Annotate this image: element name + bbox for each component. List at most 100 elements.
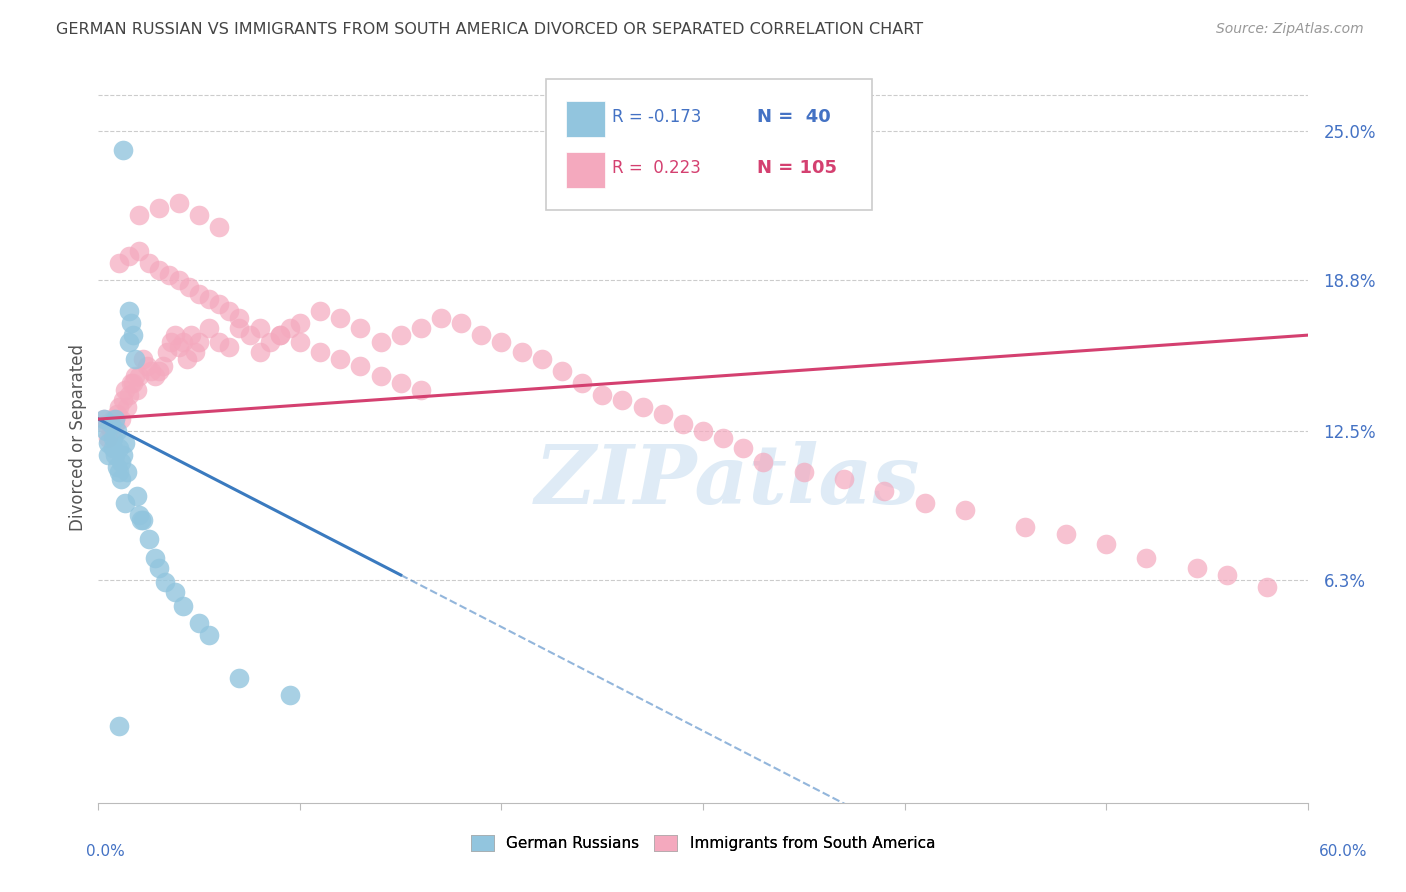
Point xyxy=(111,448,134,462)
Point xyxy=(115,465,138,479)
Point xyxy=(198,321,221,335)
Point xyxy=(128,244,150,259)
Point xyxy=(107,256,129,270)
Point xyxy=(111,392,134,407)
Point xyxy=(128,368,150,383)
Text: 0.0%: 0.0% xyxy=(86,845,125,859)
Point xyxy=(198,628,221,642)
Point xyxy=(259,335,281,350)
Point xyxy=(953,503,976,517)
FancyBboxPatch shape xyxy=(567,101,605,137)
Point xyxy=(110,455,132,469)
Point xyxy=(110,472,132,486)
Point xyxy=(349,359,371,374)
Point xyxy=(163,328,186,343)
Point xyxy=(148,263,170,277)
Point xyxy=(101,441,124,455)
Point xyxy=(96,424,118,438)
Point xyxy=(114,436,136,450)
FancyBboxPatch shape xyxy=(546,78,872,211)
Point xyxy=(138,256,160,270)
Point xyxy=(100,424,122,438)
Point xyxy=(651,407,673,421)
Point xyxy=(832,472,855,486)
Point xyxy=(129,513,152,527)
Point xyxy=(101,431,124,445)
Point xyxy=(124,352,146,367)
Point xyxy=(97,436,120,450)
Point xyxy=(156,345,179,359)
Point xyxy=(711,431,734,445)
Point xyxy=(105,407,128,421)
Text: ZIPatlas: ZIPatlas xyxy=(534,441,920,521)
Point xyxy=(125,489,148,503)
Point xyxy=(752,455,775,469)
Legend: German Russians, Immigrants from South America: German Russians, Immigrants from South A… xyxy=(465,830,941,857)
Point xyxy=(1256,580,1278,594)
Point xyxy=(873,483,896,498)
Point xyxy=(148,201,170,215)
Point xyxy=(135,359,157,374)
Point xyxy=(138,532,160,546)
Point xyxy=(370,335,392,350)
Point xyxy=(692,424,714,438)
Point xyxy=(1014,520,1036,534)
Point xyxy=(120,376,142,391)
Point xyxy=(470,328,492,343)
Point xyxy=(97,431,120,445)
Point xyxy=(591,388,613,402)
Point xyxy=(1054,527,1077,541)
Point xyxy=(121,376,143,391)
Point xyxy=(143,368,166,383)
Point xyxy=(128,508,150,522)
Point xyxy=(124,368,146,383)
Point xyxy=(103,417,125,431)
Point xyxy=(914,496,936,510)
Point xyxy=(176,352,198,367)
Point xyxy=(370,368,392,383)
Point xyxy=(188,287,211,301)
Y-axis label: Divorced or Separated: Divorced or Separated xyxy=(69,343,87,531)
Point xyxy=(118,249,141,263)
Point xyxy=(188,335,211,350)
Point xyxy=(160,335,183,350)
FancyBboxPatch shape xyxy=(567,152,605,188)
Point xyxy=(143,551,166,566)
Point xyxy=(1185,561,1208,575)
Point xyxy=(103,448,125,462)
Point xyxy=(309,345,332,359)
Point xyxy=(125,384,148,398)
Point xyxy=(120,316,142,330)
Point xyxy=(329,311,352,326)
Point xyxy=(218,304,240,318)
Point xyxy=(288,316,311,330)
Text: N = 105: N = 105 xyxy=(758,159,838,177)
Point xyxy=(218,340,240,354)
Point xyxy=(107,465,129,479)
Point xyxy=(288,335,311,350)
Point xyxy=(793,465,815,479)
Text: N =  40: N = 40 xyxy=(758,108,831,126)
Point xyxy=(228,311,250,326)
Point xyxy=(249,345,271,359)
Point xyxy=(118,388,141,402)
Point xyxy=(105,460,128,475)
Point xyxy=(114,384,136,398)
Point xyxy=(167,273,190,287)
Text: R =  0.223: R = 0.223 xyxy=(613,159,702,177)
Point xyxy=(157,268,180,283)
Point xyxy=(188,208,211,222)
Point xyxy=(409,384,432,398)
Point xyxy=(309,304,332,318)
Point xyxy=(450,316,472,330)
Point xyxy=(409,321,432,335)
Point xyxy=(329,352,352,367)
Point xyxy=(208,220,231,235)
Point xyxy=(179,280,201,294)
Point xyxy=(389,328,412,343)
Point xyxy=(128,208,150,222)
Point xyxy=(115,400,138,414)
Point xyxy=(167,340,190,354)
Point xyxy=(389,376,412,391)
Point xyxy=(97,448,120,462)
